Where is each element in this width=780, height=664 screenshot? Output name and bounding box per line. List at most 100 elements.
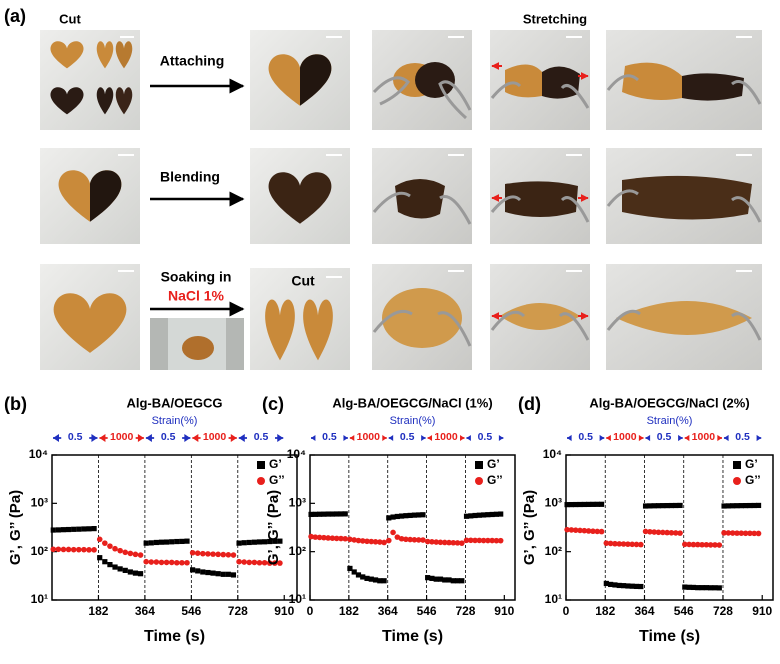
- point: [97, 555, 103, 561]
- point: [568, 501, 574, 508]
- point: [429, 575, 435, 581]
- label-stretching: Stretching: [523, 11, 587, 26]
- point: [261, 559, 268, 566]
- point: [581, 501, 587, 508]
- strain-label: Strain(%): [152, 415, 198, 427]
- point: [210, 570, 216, 576]
- legend-marker: [475, 461, 483, 469]
- point: [107, 562, 113, 568]
- strain-value: 1000: [692, 431, 716, 443]
- point: [377, 539, 383, 545]
- point: [677, 502, 683, 509]
- point: [277, 560, 283, 566]
- label-cut: Cut: [59, 11, 81, 26]
- arrow-head: [137, 434, 144, 442]
- point: [184, 559, 190, 566]
- point: [625, 541, 631, 547]
- point: [50, 527, 56, 533]
- strain-value: 0.5: [657, 431, 672, 443]
- x-tick-label: 910: [494, 604, 514, 618]
- point: [189, 549, 196, 556]
- point: [205, 551, 211, 557]
- point: [472, 537, 478, 544]
- label-nacl: NaCl 1%: [168, 288, 225, 304]
- point: [742, 530, 749, 537]
- x-tick-label: 364: [135, 604, 155, 618]
- point: [738, 530, 745, 537]
- strain-value: 0.5: [161, 431, 176, 443]
- point: [585, 528, 592, 534]
- strain-value: 0.5: [322, 431, 337, 443]
- point: [489, 537, 495, 544]
- point: [629, 541, 635, 548]
- point: [633, 541, 640, 548]
- photo: [606, 264, 762, 370]
- point: [747, 530, 753, 537]
- point: [117, 547, 123, 554]
- photo: [372, 30, 472, 130]
- strain-value: 0.5: [578, 431, 593, 443]
- x-tick-label: 0: [307, 604, 314, 618]
- x-tick-label: 182: [339, 604, 359, 618]
- strain-value: 1000: [203, 431, 227, 443]
- point: [225, 571, 231, 577]
- point: [390, 514, 396, 520]
- point: [485, 537, 491, 544]
- point: [394, 513, 400, 520]
- point: [60, 527, 67, 533]
- y-tick-label: 10²: [545, 544, 562, 558]
- arrow-head: [230, 434, 237, 442]
- point: [112, 564, 118, 570]
- point: [325, 535, 331, 541]
- point: [712, 585, 718, 591]
- point: [399, 513, 405, 519]
- point: [603, 580, 609, 587]
- point: [50, 546, 57, 553]
- point: [598, 501, 605, 507]
- point: [459, 578, 465, 584]
- point: [148, 540, 154, 546]
- x-axis-label: Time (s): [639, 628, 700, 645]
- point: [246, 559, 253, 566]
- point: [236, 540, 242, 546]
- point: [694, 541, 701, 548]
- point: [594, 528, 601, 535]
- point: [441, 539, 448, 546]
- point: [190, 567, 196, 573]
- point: [485, 512, 491, 518]
- point: [143, 558, 149, 565]
- y-tick-label: 10¹: [545, 592, 562, 606]
- strain-value: 0.5: [68, 431, 83, 443]
- point: [179, 559, 185, 566]
- point: [403, 536, 409, 543]
- point: [703, 585, 709, 591]
- point: [450, 539, 457, 546]
- point: [168, 559, 175, 566]
- point: [751, 502, 757, 509]
- chart-title: Alg-BA/OEGCG/NaCl (1%): [332, 395, 492, 410]
- point: [682, 584, 688, 590]
- point: [266, 560, 273, 566]
- point: [158, 559, 165, 566]
- point: [60, 546, 67, 553]
- strain-value: 0.5: [254, 431, 269, 443]
- point: [143, 540, 149, 546]
- photo: [40, 30, 140, 130]
- point: [342, 511, 348, 517]
- point: [230, 552, 237, 558]
- point: [351, 569, 357, 575]
- point: [236, 558, 242, 565]
- point: [317, 511, 323, 517]
- legend-marker: [475, 477, 483, 485]
- point: [205, 569, 211, 576]
- point: [755, 502, 762, 509]
- point: [200, 550, 206, 557]
- point: [708, 585, 714, 591]
- point: [407, 536, 413, 543]
- point: [420, 537, 426, 543]
- point: [725, 503, 731, 509]
- point: [194, 550, 201, 556]
- label-bg: [393, 431, 422, 443]
- point: [312, 511, 318, 517]
- point: [594, 501, 600, 507]
